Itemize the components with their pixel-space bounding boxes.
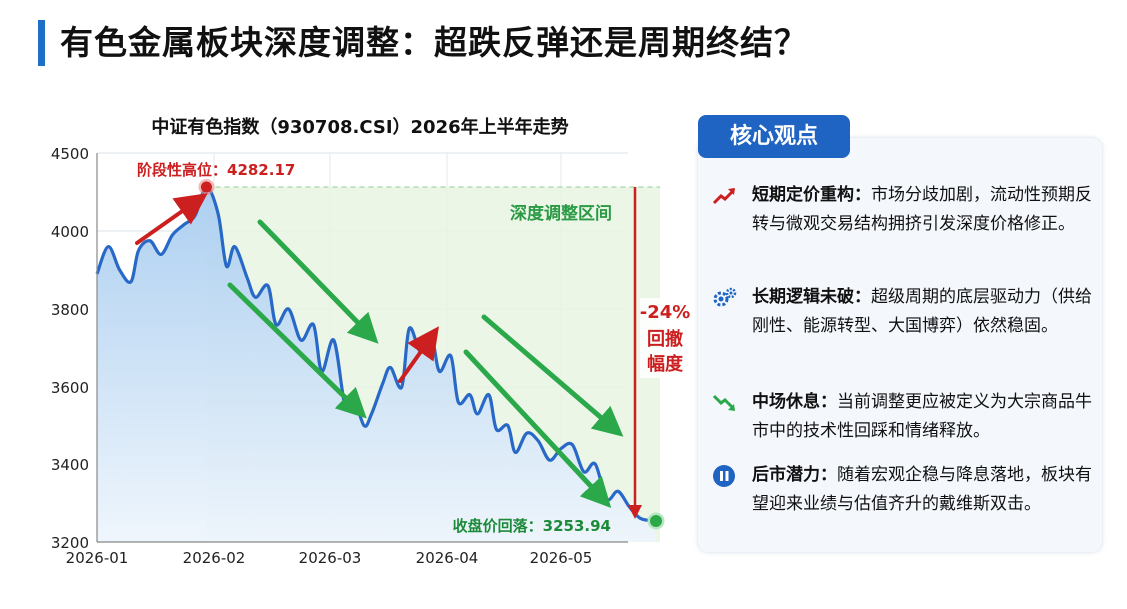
decline-arrow	[257, 219, 379, 344]
high-point	[200, 181, 212, 193]
y-tick-label: 3600	[51, 379, 89, 397]
trend-down-icon	[712, 394, 735, 411]
y-tick-label: 3400	[51, 456, 89, 474]
gears-icon	[713, 287, 737, 307]
key-point-head: 中场休息：	[752, 392, 837, 412]
pause-icon	[713, 465, 735, 487]
line-chart: 中证有色指数（930708.CSI）2026年上半年走势 3200 3400 360…	[51, 116, 690, 567]
drawdown-label: 回撤	[647, 328, 683, 350]
page-title: 有色金属板块深度调整：超跌反弹还是周期终结？	[60, 23, 808, 62]
key-point-3: 中场休息：当前调整更应被定义为大宗商品牛市中的技术性回踩和情绪释放。	[712, 388, 1096, 446]
drawdown-label-bg	[640, 298, 688, 378]
key-point-body: 随着宏观企稳与降息落地，板块有望迎来业绩与估值齐升的戴维斯双击。	[752, 465, 1092, 514]
key-point-1: 短期定价重构：市场分歧加剧，流动性预期反转与微观交易结构拥挤引发深度价格修正。	[712, 181, 1096, 239]
rally-arrow	[398, 326, 439, 383]
rally-arrow	[135, 193, 208, 245]
key-point-head: 短期定价重构：	[752, 185, 871, 205]
x-tick-label: 2026-03	[299, 549, 362, 567]
y-tick-label: 4500	[51, 145, 89, 163]
decline-arrow	[227, 282, 367, 419]
title-accent-bar	[38, 20, 45, 66]
key-point-head: 后市潜力：	[752, 465, 837, 485]
x-tick-label: 2026-01	[66, 549, 129, 567]
x-tick-label: 2026-05	[530, 549, 593, 567]
drawdown-label: 幅度	[647, 353, 684, 375]
x-tick-label: 2026-02	[183, 549, 246, 567]
x-tick-label: 2026-04	[416, 549, 479, 567]
key-point-4: 后市潜力：随着宏观企稳与降息落地，板块有望迎来业绩与估值齐升的戴维斯双击。	[713, 461, 1096, 519]
chart-title: 中证有色指数（930708.CSI）2026年上半年走势	[151, 116, 568, 138]
drawdown-arrow-head	[628, 504, 642, 519]
key-point-body: 当前调整更应被定义为大宗商品牛市中的技术性回踩和情绪释放。	[752, 392, 1092, 441]
y-tick-label: 3200	[51, 534, 89, 552]
drawdown-label: -24%	[640, 302, 690, 323]
y-tick-label: 4000	[51, 223, 89, 241]
y-tick-label: 3800	[51, 301, 89, 319]
panel-title: 核心观点	[698, 115, 850, 158]
key-point-body: 市场分歧加剧，流动性预期反转与微观交易结构拥挤引发深度价格修正。	[752, 185, 1092, 234]
decline-arrow	[481, 314, 624, 437]
decline-arrow	[463, 349, 612, 508]
trend-up-icon	[712, 188, 735, 205]
key-point-body: 超级周期的底层驱动力（供给刚性、能源转型、大国博弈）依然稳固。	[752, 287, 1092, 336]
key-point-head: 长期逻辑未破：	[752, 287, 871, 307]
key-points-panel	[698, 138, 1102, 552]
high-label: 阶段性高位：4282.17	[137, 161, 295, 179]
zone-label: 深度调整区间	[510, 203, 612, 224]
key-point-2: 长期逻辑未破：超级周期的底层驱动力（供给刚性、能源转型、大国博弈）依然稳固。	[713, 283, 1096, 341]
close-point	[650, 514, 662, 527]
close-label: 收盘价回落：3253.94	[453, 517, 611, 535]
